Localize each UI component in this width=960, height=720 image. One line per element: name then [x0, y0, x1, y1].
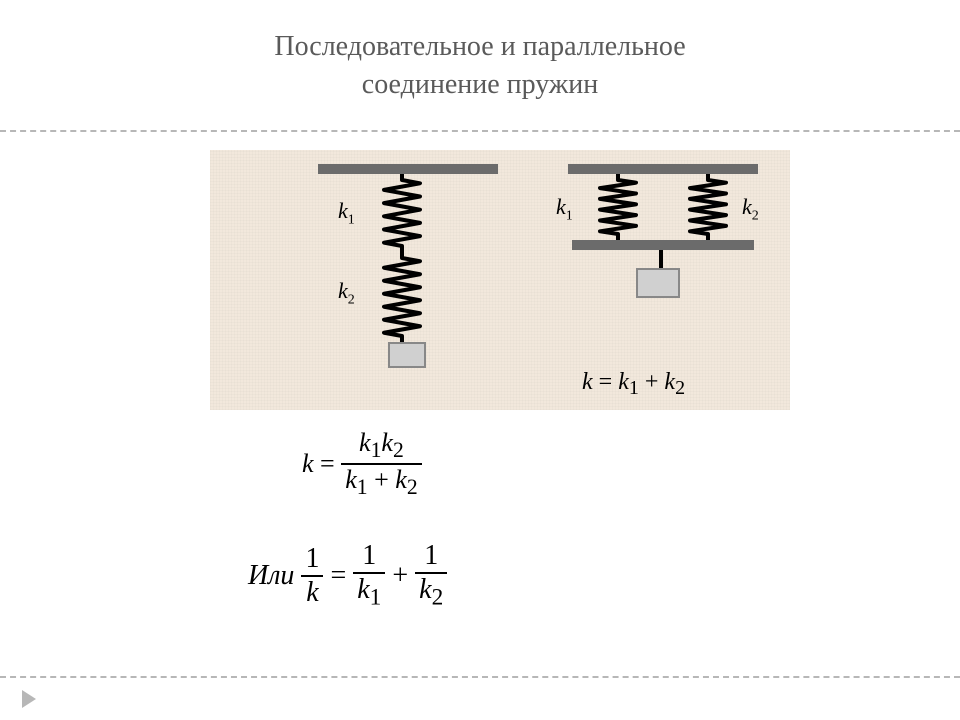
label-k2-series: k2: [338, 278, 355, 308]
title-line-1: Последовательное и параллельное: [0, 28, 960, 66]
title-line-2: соединение пружин: [0, 66, 960, 104]
divider-bottom: [0, 676, 960, 678]
diagram-box: k1 k2 k1 k2 k = k1 + k2: [210, 150, 790, 410]
formula-series-frac: k = k1k2 k1 + k2: [302, 428, 422, 500]
parallel-mass: [636, 268, 680, 298]
parallel-spring-1: [598, 174, 638, 240]
formula-parallel: k = k1 + k2: [582, 368, 685, 400]
play-marker-icon: [22, 690, 36, 708]
label-k2-parallel: k2: [742, 194, 759, 224]
title: Последовательное и параллельное соединен…: [0, 0, 960, 122]
parallel-spring-2: [688, 174, 728, 240]
label-k1-parallel: k1: [556, 194, 573, 224]
parallel-stem: [658, 250, 664, 268]
parallel-bar: [572, 240, 754, 250]
formula-series-reciprocal: Или 1 k = 1 k1 + 1 k2: [248, 540, 447, 612]
series-spring-1: [382, 174, 422, 252]
label-k1-series: k1: [338, 198, 355, 228]
divider-top: [0, 130, 960, 132]
series-ceiling: [318, 164, 498, 174]
parallel-ceiling: [568, 164, 758, 174]
series-spring-2: [382, 252, 422, 342]
series-mass: [388, 342, 426, 368]
